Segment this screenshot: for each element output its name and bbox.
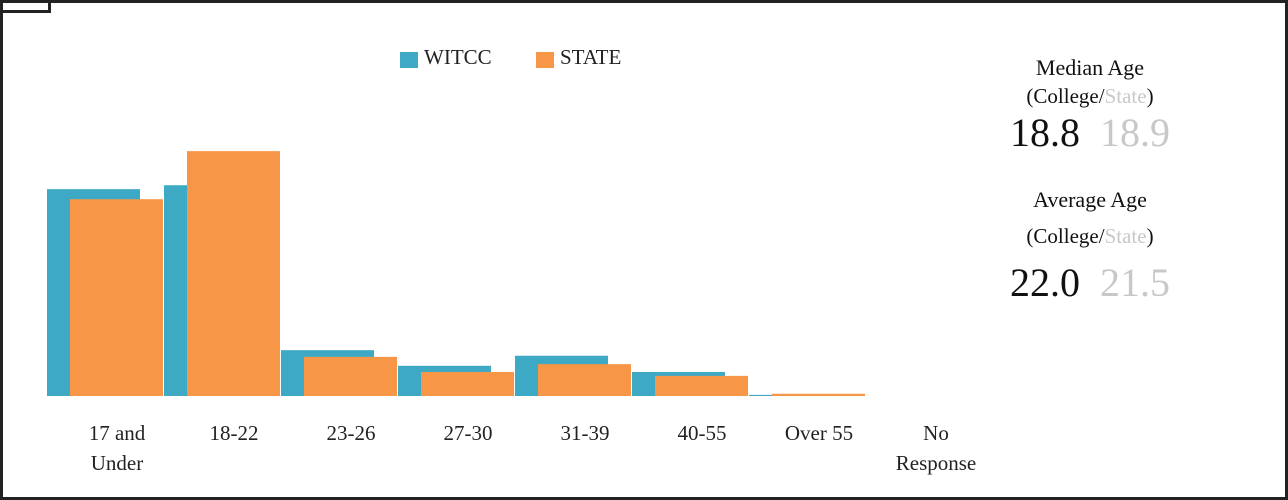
legend-swatch xyxy=(536,52,554,68)
x-tick-label: 23-26 xyxy=(326,421,376,445)
sub: (College/ xyxy=(1026,84,1105,108)
bar xyxy=(655,375,748,396)
stat-title: Average Age xyxy=(1033,187,1147,212)
bar xyxy=(187,151,280,396)
bar xyxy=(538,364,631,396)
x-tick-label: 18-22 xyxy=(209,421,259,445)
sub: ) xyxy=(1146,224,1154,248)
bar xyxy=(772,393,865,396)
stat-subtitle: (College/State) xyxy=(960,222,1220,250)
stat-average: Average Age (College/State) 22.0 21.5 xyxy=(960,186,1220,306)
x-tick-label: 17 and Under xyxy=(88,421,146,475)
stat-subtitle: (College/State) xyxy=(960,82,1220,110)
college-value: 22.0 xyxy=(1010,260,1080,305)
legend-swatch xyxy=(400,52,418,68)
state-value: 18.9 xyxy=(1100,110,1170,155)
x-tick-label: 40-55 xyxy=(677,421,727,445)
x-tick-label: 27-30 xyxy=(443,421,493,445)
legend-label: STATE xyxy=(560,45,621,69)
bar xyxy=(421,371,514,396)
x-tick-label: No Response xyxy=(895,421,977,475)
stat-median: Median Age (College/State) 18.8 18.9 xyxy=(960,54,1220,156)
college-value: 18.8 xyxy=(1010,110,1080,155)
legend-label: WITCC xyxy=(424,45,492,69)
bar xyxy=(304,356,397,396)
x-tick-label: Over 55 xyxy=(784,421,854,445)
state-value: 21.5 xyxy=(1100,260,1170,305)
sub: ) xyxy=(1146,84,1154,108)
sub: State xyxy=(1104,84,1147,108)
bar xyxy=(70,199,163,396)
sub: State xyxy=(1104,224,1147,248)
stat-values: 22.0 21.5 xyxy=(960,260,1220,306)
sub: (College/ xyxy=(1026,224,1105,248)
stat-values: 18.8 18.9 xyxy=(960,110,1220,156)
chart: WITCC STATE xyxy=(47,45,865,396)
x-tick-label: 31-39 xyxy=(560,421,610,445)
stat-title: Median Age xyxy=(1035,55,1145,80)
tab xyxy=(0,0,51,13)
